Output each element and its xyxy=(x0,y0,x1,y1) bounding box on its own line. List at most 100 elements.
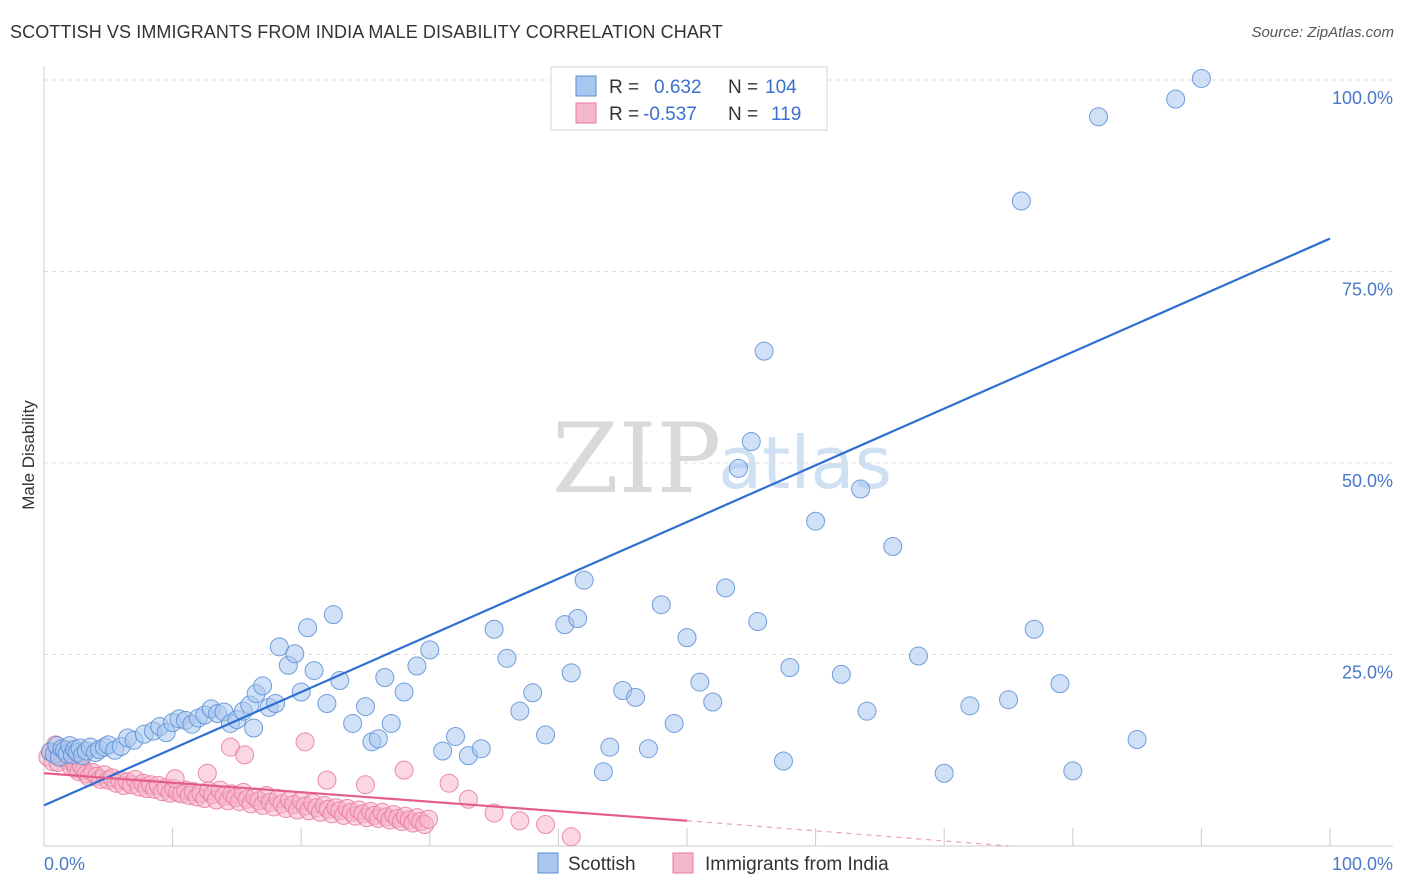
grid-lines xyxy=(44,79,1393,655)
scottish-point xyxy=(831,664,851,684)
scottish-point xyxy=(298,618,318,638)
scottish-point xyxy=(368,729,388,749)
scottish-point xyxy=(934,763,954,783)
scottish-point xyxy=(690,672,710,692)
scottish-point xyxy=(317,694,337,714)
scottish-point xyxy=(716,578,736,598)
watermark-zip: ZIP xyxy=(552,403,721,515)
scottish-point xyxy=(664,713,684,733)
scottish-point xyxy=(638,739,658,759)
legend-box xyxy=(550,66,828,131)
scottish-point xyxy=(806,511,826,531)
legend-swatch-india xyxy=(575,102,597,124)
scottish-point xyxy=(1050,674,1070,694)
india-point xyxy=(165,769,185,789)
scottish-point xyxy=(1089,107,1109,127)
scottish-point xyxy=(484,619,504,639)
scottish-point xyxy=(446,726,466,746)
scottish-point xyxy=(420,640,440,660)
scottish-trend-line xyxy=(43,237,1331,807)
scottish-point xyxy=(960,696,980,716)
india-point xyxy=(197,763,217,783)
scottish-point xyxy=(748,612,768,632)
scottish-point xyxy=(600,737,620,757)
axes xyxy=(43,66,1393,847)
india-point xyxy=(419,809,439,829)
bottom-legend-label-scottish: Scottish xyxy=(568,854,636,875)
scottish-point xyxy=(407,656,427,676)
scottish-point xyxy=(471,739,491,759)
scottish-point xyxy=(999,690,1018,710)
india-point xyxy=(235,745,255,765)
series-scottish xyxy=(40,68,1211,783)
y-axis-label: Male Disability xyxy=(19,400,38,510)
correlation-legend: R = 0.632 N = 104 R = -0.537 N = 119 xyxy=(550,66,828,131)
scottish-point xyxy=(343,713,363,733)
scottish-point xyxy=(851,479,871,499)
y-tick-label: 75.0% xyxy=(1342,280,1393,300)
scottish-point xyxy=(728,458,748,478)
scottish-point xyxy=(574,570,594,590)
india-point xyxy=(510,811,530,831)
scottish-point xyxy=(1191,68,1211,88)
india-point xyxy=(484,803,504,823)
scottish-point xyxy=(1024,619,1044,639)
india-point xyxy=(536,815,556,835)
scottish-point xyxy=(1127,730,1147,750)
legend-swatch-scottish xyxy=(575,75,597,97)
india-point xyxy=(561,827,581,847)
legend-n-value: 104 xyxy=(765,77,797,98)
scottish-point xyxy=(304,661,324,681)
india-point xyxy=(394,760,414,780)
bottom-legend-swatch-india xyxy=(672,852,694,874)
india-trend-line-extension xyxy=(686,820,1009,847)
legend-r-label: R = xyxy=(609,104,639,125)
india-point xyxy=(317,770,337,790)
scottish-point xyxy=(561,663,581,683)
bottom-legend-label-india: Immigrants from India xyxy=(705,854,889,875)
india-point xyxy=(295,732,315,752)
scottish-point xyxy=(433,741,453,761)
scottish-point xyxy=(536,725,556,745)
scottish-point xyxy=(1166,89,1186,109)
scottish-point xyxy=(510,701,530,721)
scottish-point xyxy=(908,646,928,666)
scottish-point xyxy=(323,605,343,625)
scottish-point xyxy=(285,644,305,664)
scottish-point xyxy=(773,751,793,771)
india-point xyxy=(356,775,375,795)
scottish-point xyxy=(568,608,588,628)
series-legend: Scottish Immigrants from India xyxy=(537,852,889,875)
scottish-point xyxy=(883,536,903,556)
legend-n-label: N = xyxy=(728,104,758,125)
scottish-point xyxy=(677,628,697,648)
scottish-point xyxy=(253,676,273,696)
legend-n-value: 119 xyxy=(771,104,801,125)
y-tick-label: 25.0% xyxy=(1342,663,1393,683)
legend-r-value: 0.632 xyxy=(654,77,702,98)
scottish-point xyxy=(1063,761,1083,781)
scottish-point xyxy=(244,718,264,738)
legend-r-label: R = xyxy=(609,77,639,98)
scottish-point xyxy=(626,687,646,707)
scottish-point xyxy=(1011,191,1031,211)
y-tick-label: 100.0% xyxy=(1332,88,1393,108)
watermark: ZIP atlas xyxy=(552,403,892,515)
scottish-point xyxy=(651,595,671,615)
india-trend-line xyxy=(43,772,688,822)
scottish-point xyxy=(593,762,613,782)
bottom-legend-swatch-scottish xyxy=(537,852,559,874)
scottish-point xyxy=(754,341,774,361)
x-ticks xyxy=(43,828,1331,846)
y-tick-labels: 25.0% 50.0% 75.0% 100.0% xyxy=(1332,88,1393,683)
legend-r-value: -0.537 xyxy=(643,104,697,125)
scottish-point xyxy=(523,683,543,703)
scottish-point xyxy=(780,658,800,678)
y-tick-label: 50.0% xyxy=(1342,471,1393,491)
trend-lines xyxy=(43,237,1331,847)
source-label: Source: ZipAtlas.com xyxy=(1251,24,1394,41)
scottish-point xyxy=(394,682,414,702)
x-tick-label-min: 0.0% xyxy=(44,854,85,874)
chart-title: SCOTTISH VS IMMIGRANTS FROM INDIA MALE D… xyxy=(10,22,723,42)
